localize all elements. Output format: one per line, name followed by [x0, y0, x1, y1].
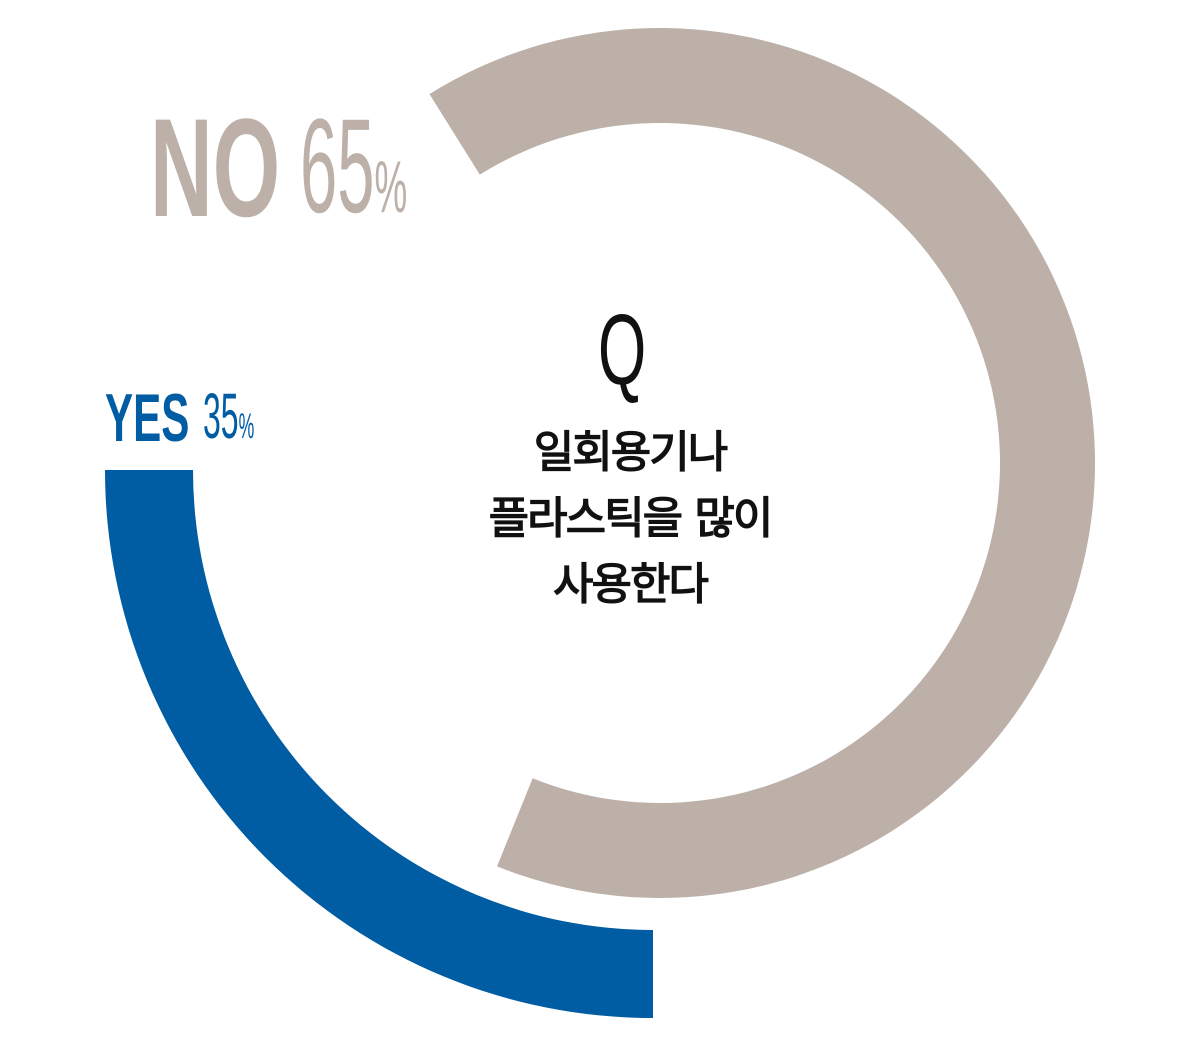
no-percent: 65% [300, 92, 408, 241]
yes-label: YES [105, 380, 190, 456]
question-line: 일회용기나 [533, 427, 728, 478]
question-mark: Q [598, 294, 647, 406]
yes-percent: 35% [203, 380, 255, 452]
question-text: 일회용기나 플라스틱을 많이 사용한다 [430, 420, 830, 618]
slice-no [429, 28, 1095, 899]
slice-yes [105, 470, 653, 1018]
question-line: 사용한다 [553, 559, 709, 610]
question-line: 플라스틱을 많이 [488, 493, 774, 544]
no-label: NO [150, 89, 281, 246]
